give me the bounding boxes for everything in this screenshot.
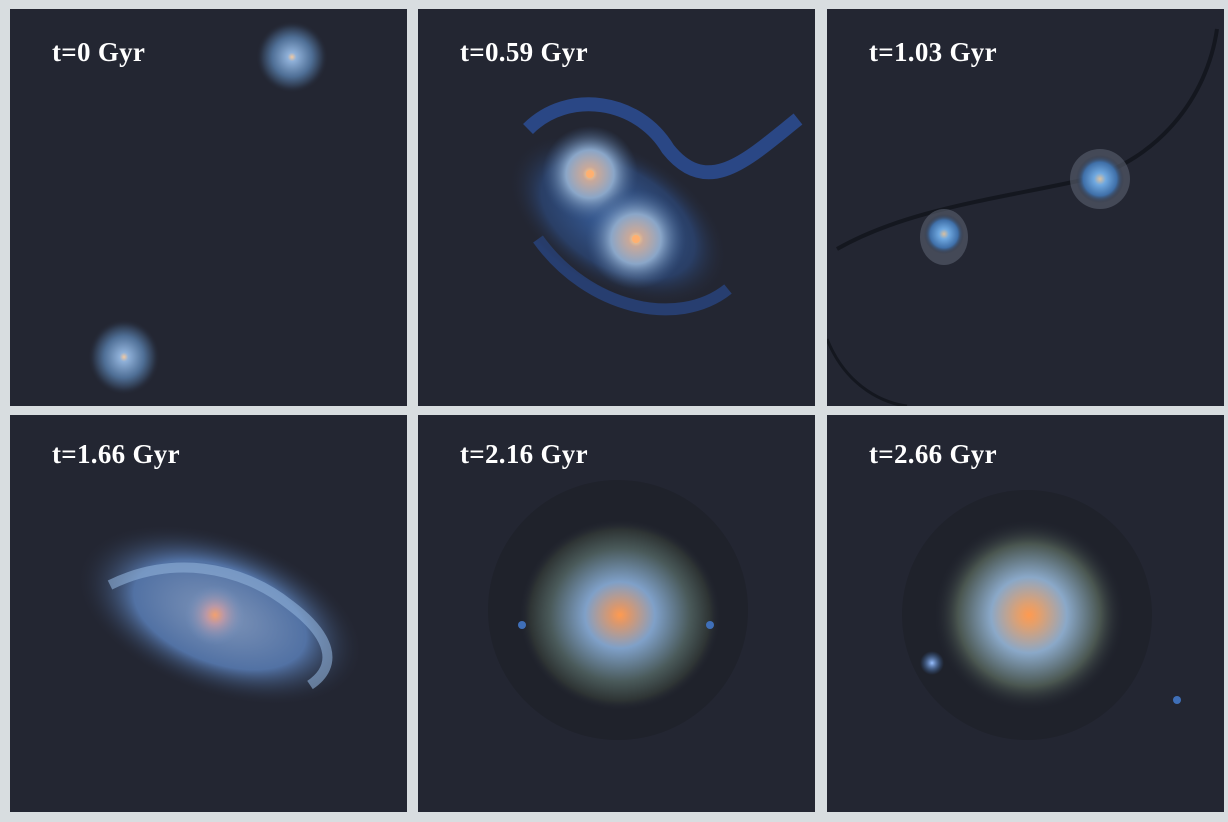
panel-t166: t=1.66 Gyr (10, 415, 407, 812)
galaxy-a (256, 21, 328, 93)
tidal-stream-lower (827, 338, 908, 406)
elliptical-remnant (934, 520, 1124, 710)
satellite-galaxy (920, 651, 944, 675)
galaxy-image-t103 (827, 28, 1219, 406)
galaxy-image-t216 (488, 480, 748, 740)
tidal-tail (523, 97, 803, 180)
galaxy-image-t059 (508, 97, 803, 316)
galaxy-b (924, 214, 964, 254)
panel-t059: t=0.59 Gyr (418, 9, 815, 406)
time-label: t=2.16 Gyr (460, 439, 588, 469)
galaxy-b (88, 319, 160, 395)
merging-core (185, 585, 245, 645)
galaxy-image-t266 (902, 490, 1181, 740)
panel-t0: t=0 Gyr (10, 9, 407, 406)
galaxy-a (1076, 155, 1124, 203)
time-label: t=0 Gyr (52, 37, 146, 67)
panel-t266: t=2.66 Gyr (827, 415, 1224, 812)
galaxy-image-t166 (76, 523, 364, 707)
time-label: t=1.66 Gyr (52, 439, 180, 469)
time-label: t=0.59 Gyr (460, 37, 588, 67)
galaxy-image-t0 (88, 21, 328, 395)
merger-remnant (520, 520, 720, 710)
time-label: t=2.66 Gyr (869, 439, 997, 469)
panel-t103: t=1.03 Gyr (827, 9, 1224, 406)
time-label: t=1.03 Gyr (869, 37, 997, 67)
panel-t216: t=2.16 Gyr (418, 415, 815, 812)
